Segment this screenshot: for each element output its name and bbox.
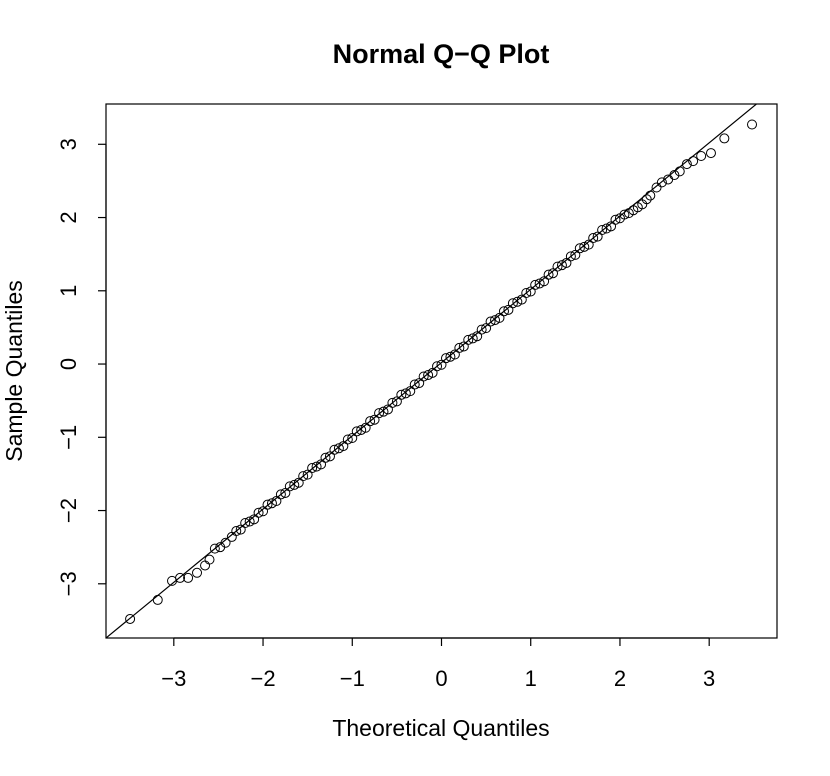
data-point: [681, 159, 692, 170]
data-point: [579, 241, 590, 252]
data-point: [220, 537, 231, 548]
data-point: [485, 316, 496, 327]
data-point: [204, 554, 215, 565]
plot-frame: [105, 103, 778, 639]
data-point: [418, 371, 429, 382]
data-point: [387, 397, 398, 408]
y-tick-label: −1: [56, 425, 81, 450]
y-tick-label: 2: [56, 211, 81, 223]
data-point: [597, 224, 608, 235]
data-point: [262, 499, 273, 510]
data-point: [125, 613, 136, 624]
y-tick-label: 3: [56, 138, 81, 150]
data-point: [266, 498, 277, 509]
data-point: [719, 133, 730, 144]
data-point: [543, 269, 554, 280]
data-point: [705, 148, 716, 159]
data-point: [574, 243, 585, 254]
y-tick-label: −2: [56, 498, 81, 523]
data-point: [498, 306, 509, 317]
data-point: [400, 388, 411, 399]
data-point: [588, 233, 599, 244]
data-point: [284, 481, 295, 492]
data-point: [175, 572, 186, 583]
data-point: [365, 416, 376, 427]
data-point: [445, 351, 456, 362]
data-point: [432, 361, 443, 372]
y-tick-label: 0: [56, 358, 81, 370]
data-point: [351, 426, 362, 437]
data-point: [674, 166, 685, 177]
data-point: [253, 507, 264, 518]
data-point: [329, 444, 340, 455]
data-point: [490, 315, 501, 326]
data-point: [530, 279, 541, 290]
data-point: [512, 296, 523, 307]
data-point: [467, 333, 478, 344]
x-tick-label: 1: [525, 666, 537, 691]
data-point: [507, 298, 518, 309]
data-point: [396, 389, 407, 400]
data-point: [342, 434, 353, 445]
y-axis-label: Sample Quantiles: [1, 280, 27, 462]
y-tick-label: −3: [56, 571, 81, 596]
data-point: [423, 370, 434, 381]
data-point: [651, 182, 662, 193]
y-tick-label: 1: [56, 285, 81, 297]
x-tick-label: 2: [614, 666, 626, 691]
data-point: [747, 119, 758, 130]
data-point: [656, 177, 667, 188]
data-point: [152, 594, 163, 605]
qq-line: [106, 104, 758, 638]
data-point: [601, 223, 612, 234]
data-point: [534, 278, 545, 289]
data-point: [409, 379, 420, 390]
data-point: [275, 489, 286, 500]
data-point: [200, 560, 211, 571]
data-point: [641, 194, 652, 205]
data-point: [244, 516, 255, 527]
x-tick-label: −2: [250, 666, 275, 691]
data-point: [356, 424, 367, 435]
data-point: [192, 567, 203, 578]
data-point: [565, 251, 576, 262]
data-point: [688, 156, 699, 167]
data-point: [552, 261, 563, 272]
data-point: [333, 443, 344, 454]
data-point: [378, 406, 389, 417]
x-axis-label: Theoretical Quantiles: [332, 715, 549, 741]
data-point: [440, 353, 451, 364]
data-point: [289, 479, 300, 490]
data-point: [209, 543, 220, 554]
data-point: [311, 461, 322, 472]
data-point: [463, 334, 474, 345]
data-point: [521, 287, 532, 298]
data-point: [610, 214, 621, 225]
x-tick-label: −3: [161, 666, 186, 691]
data-point: [619, 209, 630, 220]
x-tick-label: 3: [703, 666, 715, 691]
data-point: [696, 151, 707, 162]
chart-title: Normal Q−Q Plot: [333, 39, 550, 69]
data-point: [183, 572, 194, 583]
x-tick-label: −1: [340, 666, 365, 691]
data-point: [240, 517, 251, 528]
data-point: [476, 324, 487, 335]
data-point: [374, 408, 385, 419]
data-point: [669, 170, 680, 181]
data-point: [454, 342, 465, 353]
data-point: [320, 452, 331, 463]
data-point: [231, 526, 242, 537]
data-point: [556, 260, 567, 271]
x-tick-label: 0: [435, 666, 447, 691]
data-point: [307, 463, 318, 474]
data-point: [298, 471, 309, 482]
data-point: [645, 190, 656, 201]
